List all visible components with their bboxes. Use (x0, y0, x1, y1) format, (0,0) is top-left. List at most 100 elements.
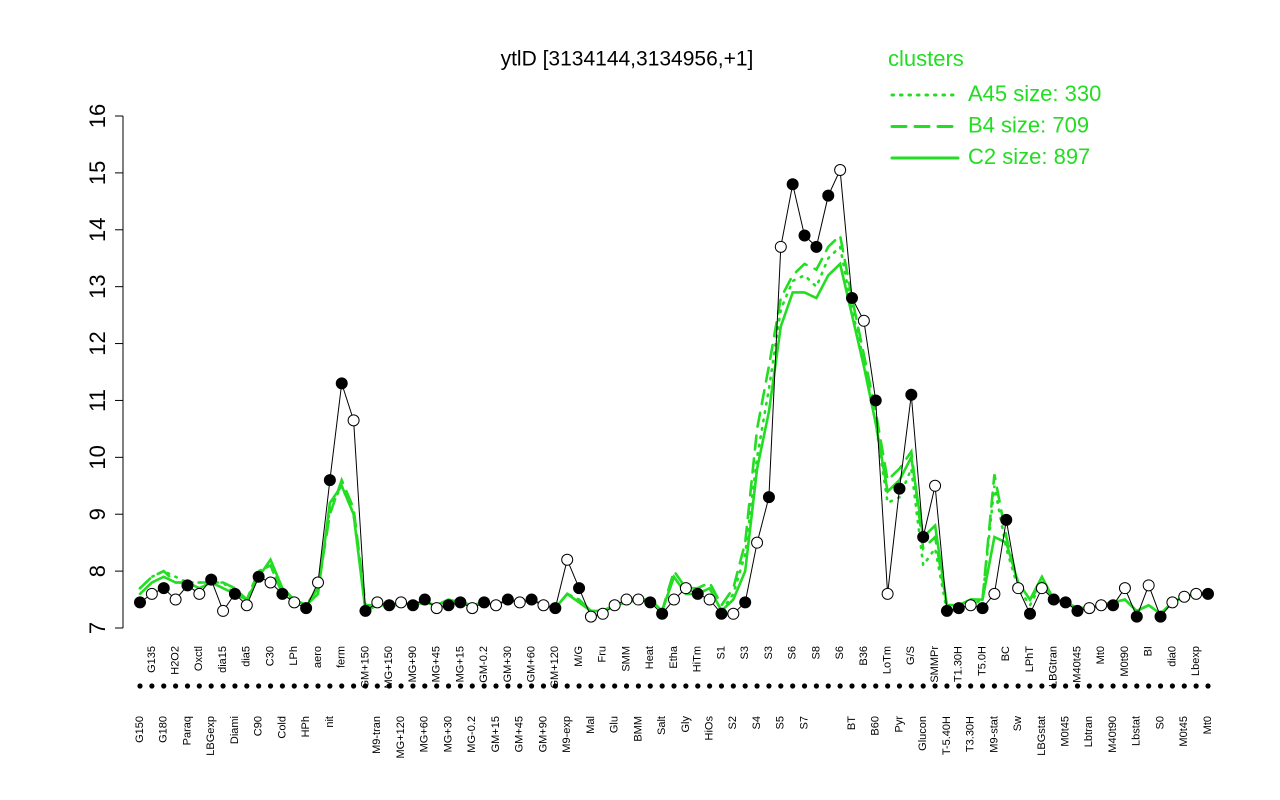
point (513, 596, 526, 609)
rug-dot (683, 683, 689, 689)
legend-label: A45 size: 330 (968, 81, 1101, 106)
rug-dot (707, 683, 713, 689)
rug-dot (730, 683, 736, 689)
rug-dot (659, 683, 665, 689)
rug-dot (813, 683, 820, 689)
rug-dot (1027, 683, 1033, 689)
rug-dot (896, 683, 903, 689)
point (1142, 579, 1155, 592)
x-tick-label: G180 (158, 716, 170, 743)
point (715, 607, 728, 620)
rug-dot (505, 683, 511, 689)
point (300, 602, 313, 615)
rug-dot (944, 683, 950, 689)
rug-dot (1063, 683, 1069, 689)
x-tick-label: Mal (585, 716, 597, 734)
legend-label: C2 size: 897 (968, 144, 1090, 169)
x-tick-label: LPh (288, 646, 300, 666)
rug-dot (979, 683, 986, 689)
rug-dot (1074, 683, 1081, 689)
point (656, 607, 669, 620)
point (846, 292, 858, 305)
rug-dot (718, 683, 725, 689)
point (406, 599, 419, 612)
rug-dot (588, 683, 594, 689)
chart-title: ytlD [3134144,3134956,+1] (501, 48, 754, 71)
point (181, 579, 194, 592)
point (822, 189, 835, 202)
rug-dot (303, 683, 309, 689)
rug-dot (837, 683, 843, 689)
x-tick-label: S8 (810, 646, 822, 659)
point (323, 474, 336, 487)
point (264, 576, 277, 589)
rug-dot (386, 683, 392, 689)
x-tick-label: LBGexp (205, 716, 217, 756)
x-tick-label: HiTm (692, 646, 704, 672)
x-tick-label: MG+90 (407, 646, 419, 682)
x-tick-label: dia15 (217, 646, 229, 673)
rug-dot (885, 683, 891, 689)
x-tick-label: S6 (834, 646, 846, 659)
rug-dot (849, 683, 855, 689)
rug-dot (279, 683, 285, 689)
rug-dot (517, 683, 523, 689)
point (418, 593, 431, 606)
x-tick-label: T1.30H (953, 646, 965, 682)
point (905, 388, 918, 401)
rug-dot (256, 683, 262, 689)
x-tick-label: Oxctl (193, 646, 205, 671)
point (810, 240, 823, 253)
x-tick-label: MG+150 (383, 646, 395, 689)
x-tick-label: S0 (1154, 716, 1166, 729)
rug-dot (457, 683, 463, 689)
x-tick-label: M9-exp (561, 716, 573, 753)
x-tick-label: Mt0 (1202, 716, 1214, 734)
rug-dot (825, 683, 831, 689)
point (240, 599, 253, 612)
x-tick-label: GM+30 (502, 646, 514, 682)
x-tick-label: M0t90 (1119, 646, 1131, 677)
point (608, 599, 621, 612)
point (1000, 513, 1013, 526)
point (1047, 593, 1060, 606)
x-tick-label: S2 (727, 716, 739, 729)
x-tick-label: Cold (276, 716, 288, 739)
point (371, 596, 384, 609)
x-tick-label: H2O2 (170, 646, 182, 675)
x-tick-label: Lbstat (1131, 716, 1143, 746)
y-tick-label: 11 (85, 389, 110, 412)
x-tick-label: GM-0.2 (478, 646, 490, 683)
point (893, 482, 906, 495)
rug-dot (232, 683, 238, 689)
x-tick-label: LBGtran (1048, 646, 1060, 687)
rug-dot (351, 683, 357, 689)
rug-dot (861, 683, 867, 689)
rug-dot (184, 683, 191, 689)
point (869, 394, 882, 407)
x-tick-label: Salt (656, 716, 668, 735)
rug-dot (932, 683, 938, 689)
x-tick-label: T-5.40H (941, 716, 953, 755)
x-tick-label: Fru (597, 646, 609, 663)
cluster-line (138, 261, 1210, 616)
y-tick-label: 10 (85, 445, 110, 469)
x-tick-label: HiOs (704, 716, 716, 741)
point (620, 593, 633, 606)
point (988, 587, 1001, 600)
x-tick-label: Heat (644, 646, 656, 669)
point (537, 599, 550, 612)
point (1059, 596, 1072, 609)
x-tick-label: M0t45 (1060, 716, 1072, 747)
point (383, 599, 396, 612)
point (584, 610, 597, 623)
rug-dot (1003, 683, 1009, 689)
y-tick-label: 9 (85, 508, 110, 520)
point (1190, 587, 1203, 600)
y-tick-label: 8 (85, 565, 110, 577)
rug-dot (908, 683, 914, 689)
rug-dot (623, 683, 630, 689)
legend-title: clusters (888, 46, 964, 71)
x-tick-label: LBGstat (1036, 716, 1048, 756)
x-tick-label: S7 (798, 716, 810, 729)
